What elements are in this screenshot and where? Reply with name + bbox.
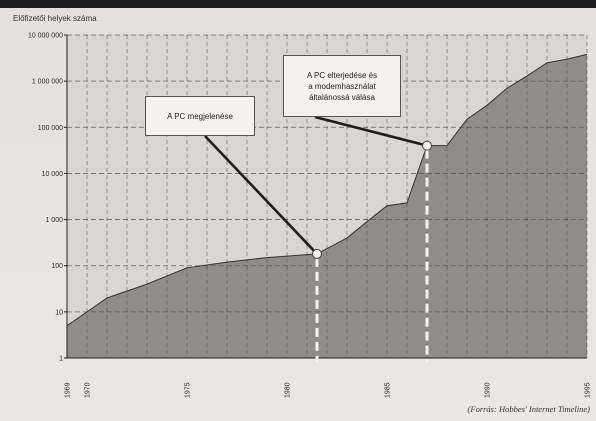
x-tick-label: 1975 <box>185 382 192 398</box>
callout-modem-line-3: általánossá válása <box>309 92 375 102</box>
annotation-connector <box>314 115 428 147</box>
callout-modem-line-2: a modemhasználat <box>308 81 376 91</box>
x-tick-label: 1980 <box>285 382 292 398</box>
callout-pc-appearance: A PC megjelenése <box>145 96 255 136</box>
series-area <box>67 54 587 359</box>
x-tick-label: 1969 <box>65 382 72 398</box>
series-line <box>66 53 588 327</box>
x-tick-label: 1990 <box>485 382 492 398</box>
annotation-point <box>422 140 432 151</box>
y-tick-label: 100 <box>51 263 63 270</box>
y-axis-title: Előfizetői helyek száma <box>13 14 97 23</box>
y-tick-label: 10 000 000 <box>28 33 63 40</box>
y-tick-label: 1 <box>59 356 63 363</box>
y-tick-label: 1 000 000 <box>32 79 63 86</box>
x-tick-label: 1970 <box>85 382 92 398</box>
y-tick-label: 1 000 <box>45 217 63 224</box>
y-tick-label: 10 000 <box>42 171 64 178</box>
callout-pc-text: A PC megjelenése <box>167 111 233 121</box>
x-tick-label: 1995 <box>585 382 592 398</box>
callout-pc-spread: A PC elterjedése és a modemhasználat ált… <box>283 55 401 117</box>
x-tick-label: 1985 <box>385 382 392 398</box>
y-tick-label: 100 000 <box>38 125 63 132</box>
callout-modem-line-1: A PC elterjedése és <box>306 70 378 80</box>
annotation-point <box>312 248 322 259</box>
annotation-connector <box>204 135 318 255</box>
y-tick-label: 10 <box>55 309 63 316</box>
source-note: (Forrás: Hobbes' Internet Timeline) <box>467 404 590 414</box>
